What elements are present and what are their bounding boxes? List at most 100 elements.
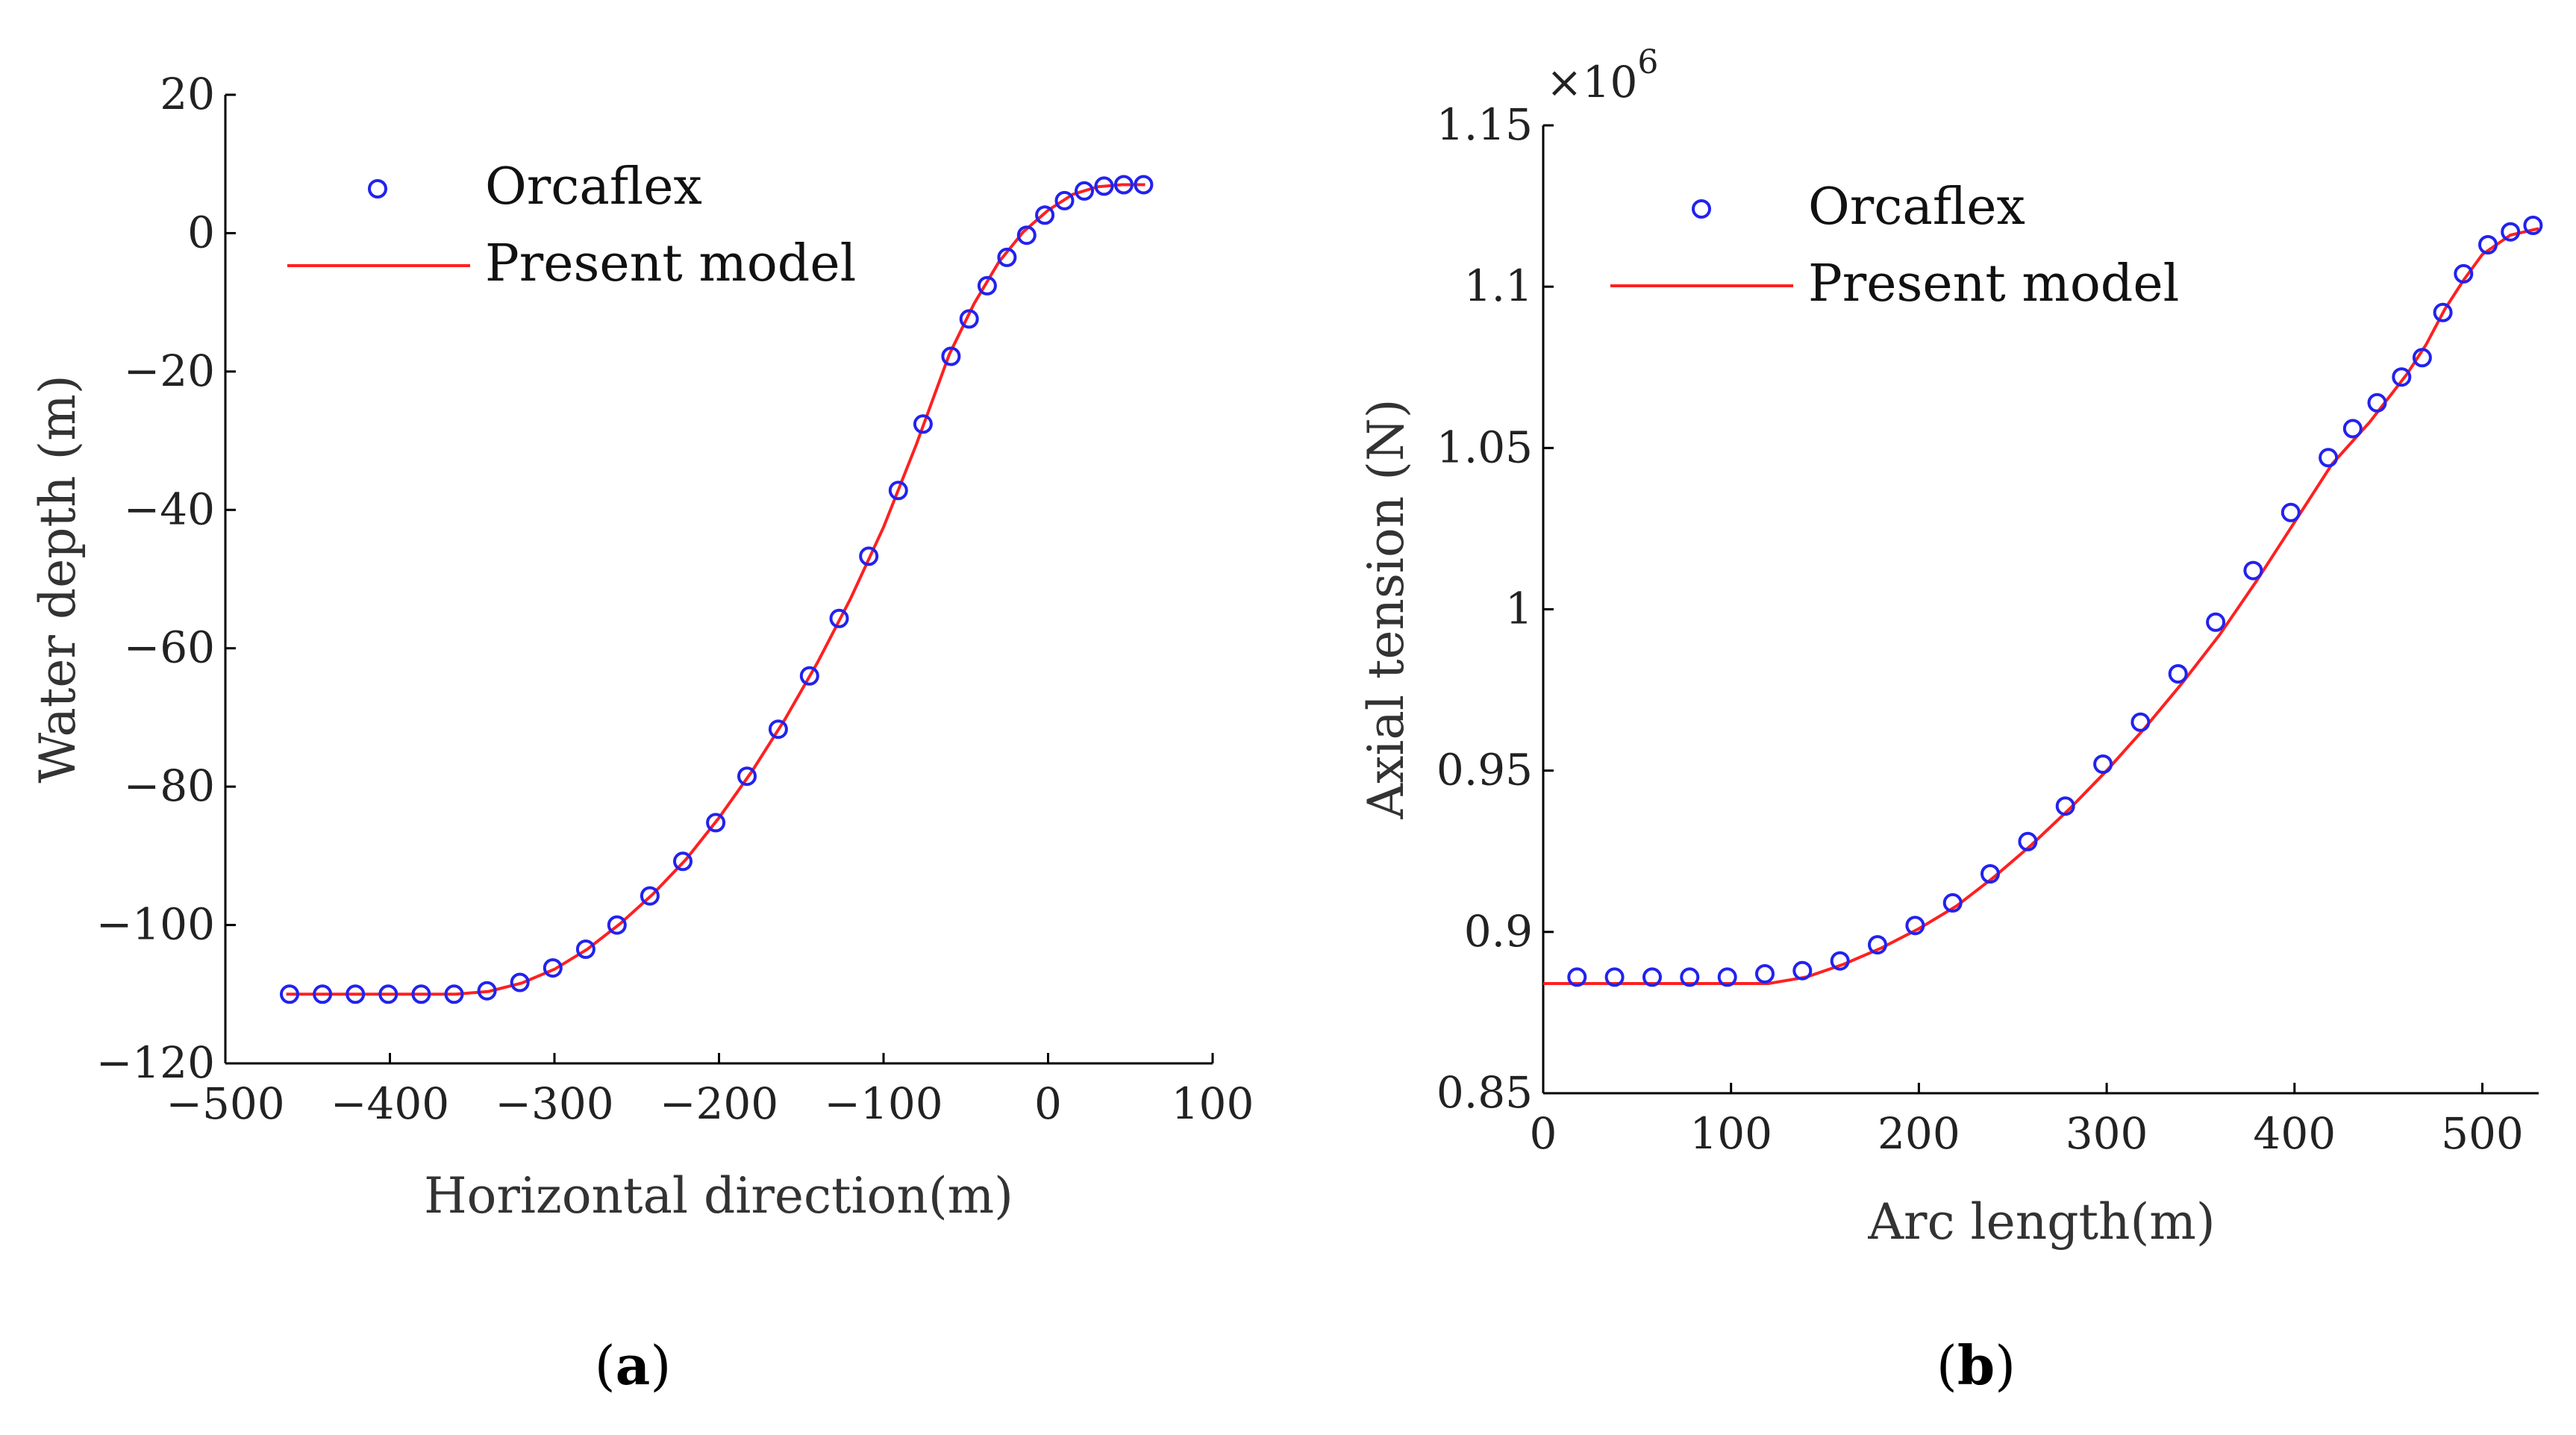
chart-a-orcaflex-point [510, 972, 530, 992]
chart-a-orcaflex-point [706, 813, 726, 833]
chart-b-orcaflex-point [1868, 935, 1887, 955]
chart-a-orcaflex-point [768, 719, 788, 740]
chart-a-panel-letter: a [616, 1334, 651, 1397]
chart-b-orcaflex-point [2093, 754, 2113, 774]
chart-b-y-tick-label: 1.15 [1437, 99, 1533, 150]
chart-a-orcaflex-point [829, 608, 849, 628]
chart-b-x-tick-label: 100 [1689, 1108, 1772, 1159]
chart-a-orcaflex-point [737, 766, 757, 787]
chart-a: 20 0 −20 −40 −60 −80 −100 −120 −500 −400 −300 −200… [29, 69, 1254, 1397]
chart-b-orcaflex-point [2168, 664, 2188, 684]
chart-a-orcaflex-point [1134, 175, 1154, 195]
chart-b-legend-label-present-model: Present model [1808, 254, 2179, 313]
chart-b-legend-label-orcaflex: Orcaflex [1808, 178, 2025, 237]
chart-b-series-present-model-line [1543, 227, 2539, 985]
chart-b-legend-marker-orcaflex [1692, 199, 1711, 219]
chart-b-orcaflex-point [2433, 302, 2453, 322]
chart-a-orcaflex-point [607, 915, 627, 935]
chart-a-orcaflex-point [1035, 205, 1055, 225]
chart-b-orcaflex-point [2206, 612, 2226, 632]
chart-a-x-tick-label: −500 [166, 1078, 284, 1129]
chart-a-legend-label-orcaflex: Orcaflex [485, 157, 702, 216]
chart-b-orcaflex-point [2454, 263, 2474, 284]
chart-a-orcaflex-point [477, 981, 497, 1001]
chart-b-panel-letter: b [1957, 1334, 1995, 1397]
chart-b-exponent-label: ×106 [1546, 43, 1658, 107]
chart-b-orcaflex-point [1567, 967, 1587, 987]
chart-a-x-tick-label: 100 [1172, 1078, 1254, 1129]
chart-b-legend: Orcaflex Present model [1610, 178, 2179, 313]
chart-b-orcaflex-point [2523, 216, 2543, 235]
chart-b-orcaflex-point [2130, 712, 2151, 732]
chart-a-y-tick-label: −20 [124, 346, 215, 396]
chart-b-orcaflex-point [1981, 864, 2000, 884]
chart-b-orcaflex-point [2055, 796, 2075, 816]
chart-a-orcaflex-point [997, 247, 1017, 267]
chart-a-x-ticks: −500 −400 −300 −200 −100 0 100 [166, 1053, 1254, 1129]
chart-b-orcaflex-point [2392, 367, 2412, 387]
chart-a-y-tick-label: −80 [124, 760, 215, 811]
chart-a-x-tick-label: 0 [1034, 1078, 1062, 1129]
chart-a-series-present-model-line [286, 183, 1145, 996]
chart-b-y-tick-label: 1 [1505, 584, 1533, 634]
chart-b-orcaflex-point [2319, 448, 2339, 468]
chart-a-legend-marker-orcaflex [368, 179, 387, 198]
chart-a-series-orcaflex-markers [280, 175, 1154, 1004]
chart-a-legend: Orcaflex Present model [287, 157, 856, 293]
chart-a-orcaflex-point [1094, 176, 1114, 196]
chart-b-orcaflex-point [1905, 916, 1925, 936]
chart-a-x-tick-label: −100 [824, 1078, 942, 1129]
chart-b-orcaflex-point [1942, 892, 1963, 913]
chart-a-orcaflex-point [1016, 225, 1037, 246]
chart-a-orcaflex-point [941, 346, 961, 366]
chart-a-y-axis-label: Water depth (m) [29, 375, 87, 783]
chart-b-y-axis-label: Axial tension (N) [1357, 399, 1415, 820]
chart-b-orcaflex-point [2367, 393, 2387, 413]
chart-a-orcaflex-point [1054, 190, 1075, 210]
chart-b-x-tick-label: 300 [2066, 1108, 2148, 1159]
chart-a-orcaflex-point [959, 309, 979, 329]
chart-a-orcaflex-point [913, 414, 933, 434]
chart-b-y-tick-label: 0.9 [1464, 906, 1533, 957]
chart-a-y-tick-label: −60 [124, 622, 215, 673]
chart-a-x-tick-label: −200 [660, 1078, 778, 1129]
chart-b-x-tick-label: 200 [1878, 1108, 1960, 1159]
chart-a-orcaflex-point [1113, 175, 1134, 195]
chart-a-orcaflex-point [977, 275, 997, 296]
chart-b-orcaflex-point [2412, 348, 2432, 368]
chart-b-orcaflex-point [2018, 831, 2038, 851]
chart-a-x-tick-label: −400 [331, 1078, 449, 1129]
chart-a-orcaflex-point [313, 984, 333, 1004]
chart-b-exponent-power: 6 [1637, 43, 1658, 81]
chart-b-orcaflex-point [2478, 235, 2498, 254]
chart-b-series-orcaflex-markers [1567, 216, 2543, 987]
chart-a-panel-label: (a) [595, 1334, 672, 1397]
chart-b-orcaflex-point [2501, 222, 2521, 242]
chart-b-exponent-base: ×10 [1546, 57, 1637, 107]
chart-a-orcaflex-point [378, 984, 398, 1004]
chart-b-y-tick-label: 1.1 [1464, 260, 1533, 311]
chart-b-y-tick-label: 0.85 [1437, 1067, 1533, 1118]
chart-a-orcaflex-point [1075, 181, 1094, 201]
chart-a-y-tick-label: 0 [187, 207, 215, 257]
chart-b-orcaflex-point [2280, 502, 2301, 522]
chart-a-orcaflex-point [799, 666, 819, 686]
chart-a-y-ticks: 20 0 −20 −40 −60 −80 −100 −120 [96, 69, 236, 1088]
chart-a-orcaflex-point [673, 851, 693, 872]
chart-a-orcaflex-point [575, 940, 595, 959]
chart-b-x-ticks: 0 100 200 300 400 500 [1530, 1083, 2524, 1159]
chart-b-orcaflex-point [1830, 951, 1850, 971]
chart-b-y-tick-label: 0.95 [1437, 745, 1533, 795]
chart-b-orcaflex-point [1680, 967, 1700, 987]
chart-a-orcaflex-point [888, 481, 908, 501]
chart-b: 1.15 1.1 1.05 1 0.95 0.9 0.85 0 100 200 300 400 500… [1357, 43, 2543, 1397]
chart-a-orcaflex-point [859, 546, 879, 566]
chart-b-x-tick-label: 0 [1530, 1108, 1557, 1159]
chart-b-y-ticks: 1.15 1.1 1.05 1 0.95 0.9 0.85 [1437, 99, 1554, 1118]
chart-b-orcaflex-point [1792, 960, 1813, 981]
chart-b-orcaflex-point [1604, 967, 1625, 987]
chart-b-y-tick-label: 1.05 [1437, 422, 1533, 472]
chart-b-x-axis-label: Arc length(m) [1867, 1193, 2215, 1251]
chart-b-orcaflex-point [1642, 967, 1662, 987]
